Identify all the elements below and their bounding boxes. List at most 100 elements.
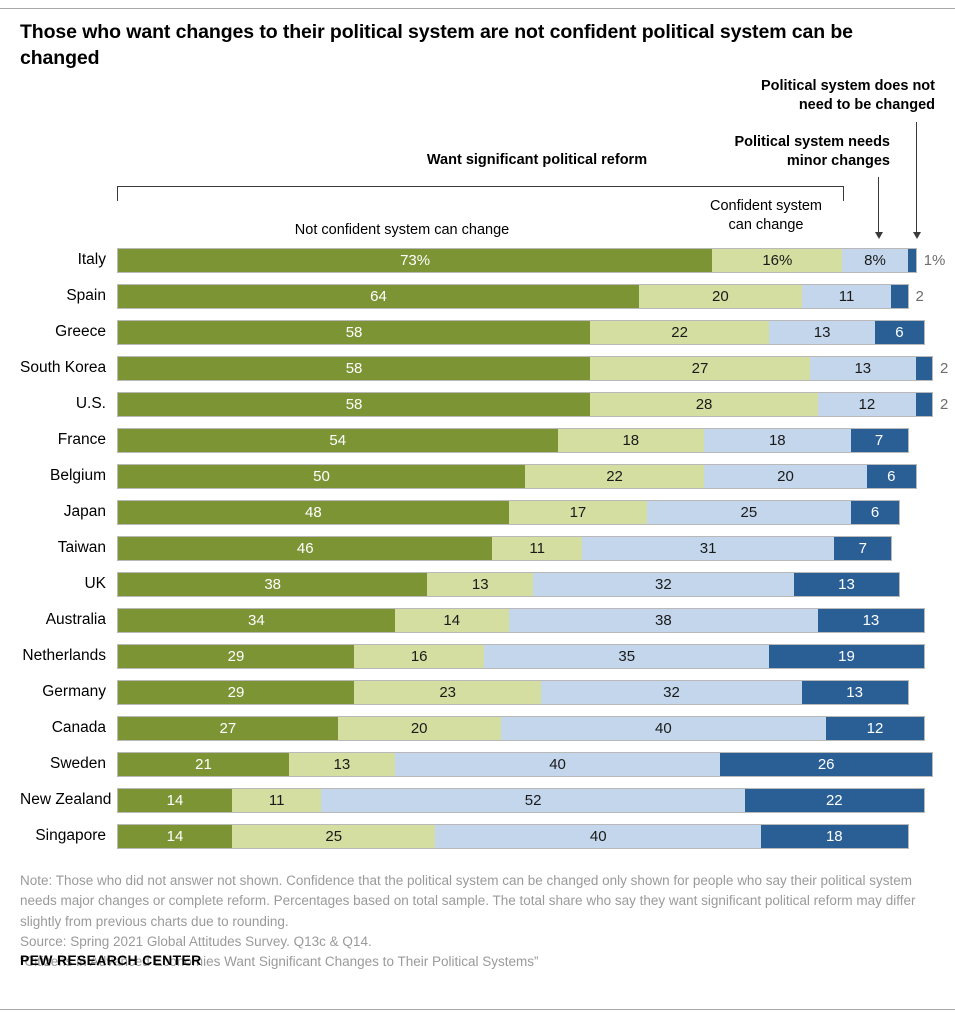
- chart-row: New Zealand 14 11 52 22: [20, 782, 935, 818]
- bar-segment-1: 29: [118, 644, 355, 668]
- bar-wrap: 50 22 20 6: [117, 463, 917, 489]
- bar-segment-1: 58: [118, 320, 591, 344]
- bar-segment-3: 40: [500, 716, 827, 740]
- arrow-head-icon: [912, 232, 921, 239]
- stacked-bar: 73% 16% 8%: [117, 247, 917, 273]
- stacked-bar: 29 16 35 19: [117, 643, 925, 669]
- country-label: Belgium: [50, 467, 106, 484]
- bar-segment-3: 32: [533, 572, 794, 596]
- bar-segment-1: 58: [118, 392, 591, 416]
- bar-segment-4: 13: [801, 680, 908, 704]
- arrow-head-icon: [874, 232, 883, 239]
- stacked-bar: 64 20 11: [117, 283, 909, 309]
- bar-wrap: 34 14 38 13: [117, 607, 925, 633]
- bar-segment-1: 54: [118, 428, 558, 452]
- stacked-bar: 14 11 52 22: [117, 787, 925, 813]
- country-label: Japan: [63, 503, 106, 520]
- bar-segment-2: 16: [354, 644, 485, 668]
- bar-segment-1: 73%: [118, 248, 713, 272]
- country-label: Australia: [45, 611, 106, 628]
- arrow-down-icon: [912, 122, 921, 239]
- note-text: Note: Those who did not answer not shown…: [20, 873, 916, 929]
- legend-label-confident: Confident system can change: [709, 198, 823, 234]
- bar-segment-1: 48: [118, 500, 509, 524]
- bar-segment-2: 23: [354, 680, 542, 704]
- bar-wrap: 54 18 18 7: [117, 427, 909, 453]
- country-label: South Korea: [20, 359, 107, 376]
- bar-segment-2: 11: [231, 788, 322, 812]
- stacked-bar: 38 13 32 13: [117, 571, 901, 597]
- bar-segment-1: 58: [118, 356, 591, 380]
- bar-segment-4: 7: [834, 536, 892, 560]
- chart-row: UK 38 13 32 13: [20, 566, 935, 602]
- bar-wrap: 46 11 31 7: [117, 535, 893, 561]
- bar-value-label-outside: 2: [915, 287, 924, 305]
- bar-wrap: 58 27 13 2: [117, 355, 948, 381]
- bar-segment-3: 52: [321, 788, 745, 812]
- bar-wrap: 29 16 35 19: [117, 643, 925, 669]
- bar-segment-4: 6: [866, 464, 916, 488]
- bar-segment-1: 50: [118, 464, 525, 488]
- bar-segment-4: 13: [793, 572, 900, 596]
- country-label: Sweden: [49, 755, 106, 772]
- bar-wrap: 58 28 12 2: [117, 391, 949, 417]
- bar-segment-3: 35: [484, 644, 770, 668]
- chart-row: South Korea 58 27 13 2: [20, 350, 948, 386]
- stacked-bar: 48 17 25 6: [117, 499, 901, 525]
- bar-segment-2: 18: [557, 428, 705, 452]
- country-label: Canada: [51, 719, 106, 736]
- stacked-bar: 58 22 13 6: [117, 319, 925, 345]
- stacked-bar: 21 13 40 26: [117, 751, 933, 777]
- report-title-text: “Citizens in Advanced Economies Want Sig…: [20, 954, 539, 969]
- stacked-bar: 27 20 40 12: [117, 715, 925, 741]
- top-divider: [0, 8, 955, 9]
- bar-wrap: 21 13 40 26: [117, 751, 933, 777]
- bar-segment-4: [907, 248, 916, 272]
- bar-segment-3: 8%: [842, 248, 908, 272]
- chart-row: Greece 58 22 13 6: [20, 314, 935, 350]
- chart-row: Italy 73% 16% 8% 1%: [20, 242, 945, 278]
- chart-row: France 54 18 18 7: [20, 422, 935, 458]
- footer-notes: Note: Those who did not answer not shown…: [20, 871, 938, 972]
- bar-segment-4: [891, 284, 908, 308]
- source-text: Source: Spring 2021 Global Attitudes Sur…: [20, 933, 372, 949]
- bar-value-label-outside: 2: [939, 395, 949, 413]
- bar-segment-2: 13: [288, 752, 395, 776]
- bar-segment-1: 34: [118, 608, 395, 632]
- country-label: Greece: [55, 323, 106, 340]
- country-label: U.S.: [75, 395, 106, 412]
- country-label: Taiwan: [57, 539, 106, 556]
- bar-segment-2: 16%: [712, 248, 843, 272]
- bar-segment-3: 13: [809, 356, 916, 380]
- bar-segment-4: 22: [744, 788, 924, 812]
- bar-wrap: 38 13 32 13: [117, 571, 901, 597]
- bar-segment-4: 7: [850, 428, 908, 452]
- bar-segment-2: 22: [590, 320, 770, 344]
- bar-wrap: 14 11 52 22: [117, 787, 925, 813]
- stacked-bar: 54 18 18 7: [117, 427, 909, 453]
- bar-segment-1: 64: [118, 284, 639, 308]
- arrow-down-icon: [874, 177, 883, 239]
- reform-bracket: [117, 186, 844, 201]
- bar-segment-4: 6: [850, 500, 900, 524]
- bar-segment-1: 27: [118, 716, 338, 740]
- stacked-bar: 46 11 31 7: [117, 535, 893, 561]
- country-label: Netherlands: [22, 647, 106, 664]
- bar-segment-2: 14: [394, 608, 509, 632]
- bar-segment-3: 32: [541, 680, 802, 704]
- bar-segment-2: 27: [590, 356, 810, 380]
- legend-label-minor-changes: Political system needs minor changes: [734, 134, 890, 170]
- bar-segment-1: 14: [118, 788, 232, 812]
- chart-row: Netherlands 29 16 35 19: [20, 638, 935, 674]
- legend-label-not-confident: Not confident system can change: [294, 222, 510, 238]
- bar-segment-4: 13: [818, 608, 924, 632]
- bar-segment-2: 25: [231, 824, 436, 848]
- bar-segment-1: 21: [118, 752, 289, 776]
- stacked-bar: 29 23 32 13: [117, 679, 909, 705]
- country-label: New Zealand: [20, 791, 112, 808]
- chart-row: Germany 29 23 32 13: [20, 674, 935, 710]
- bar-segment-4: 19: [769, 644, 924, 668]
- chart-row: Canada 27 20 40 12: [20, 710, 935, 746]
- pew-research-center-logo: PEW RESEARCH CENTER: [20, 952, 202, 968]
- stacked-bar: 14 25 40 18: [117, 823, 909, 849]
